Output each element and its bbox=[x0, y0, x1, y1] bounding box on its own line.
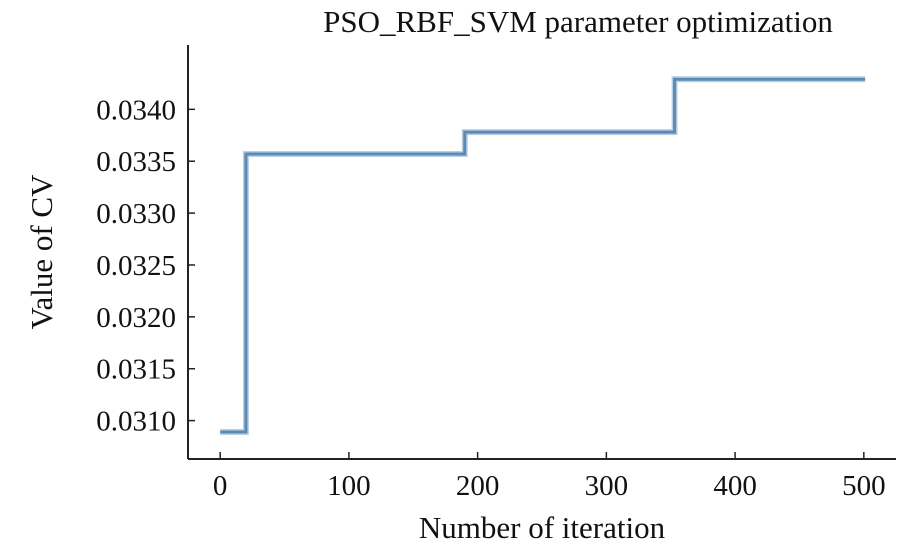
x-tick-label: 400 bbox=[713, 470, 757, 502]
y-tick-label: 0.0330 bbox=[96, 198, 176, 230]
y-tick-label: 0.0335 bbox=[96, 146, 176, 178]
y-tick-label: 0.0315 bbox=[96, 354, 176, 386]
y-tick-label: 0.0340 bbox=[96, 94, 176, 126]
series-layer bbox=[220, 76, 866, 436]
x-tick-label: 500 bbox=[842, 470, 886, 502]
x-tick-label: 0 bbox=[213, 470, 228, 502]
y-tick-label: 0.0310 bbox=[96, 406, 176, 438]
x-tick-label: 100 bbox=[327, 470, 371, 502]
series-line-0 bbox=[220, 77, 866, 434]
tick-layer: 0 100 200 300 400 500 0.0310 0.0315 0.0320 0.0325… bbox=[96, 94, 885, 502]
x-tick-label: 200 bbox=[456, 470, 500, 502]
y-tick-label: 0.0325 bbox=[96, 250, 176, 282]
x-tick-label: 300 bbox=[585, 470, 629, 502]
chart-title: PSO_RBF_SVM parameter optimization bbox=[323, 4, 833, 39]
y-axis-label: Value of CV bbox=[24, 174, 59, 330]
y-tick-label: 0.0320 bbox=[96, 302, 176, 334]
plot-area: 0 100 200 300 400 500 0.0310 0.0315 0.0320 0.0325… bbox=[96, 45, 896, 502]
x-axis-label: Number of iteration bbox=[419, 510, 666, 545]
